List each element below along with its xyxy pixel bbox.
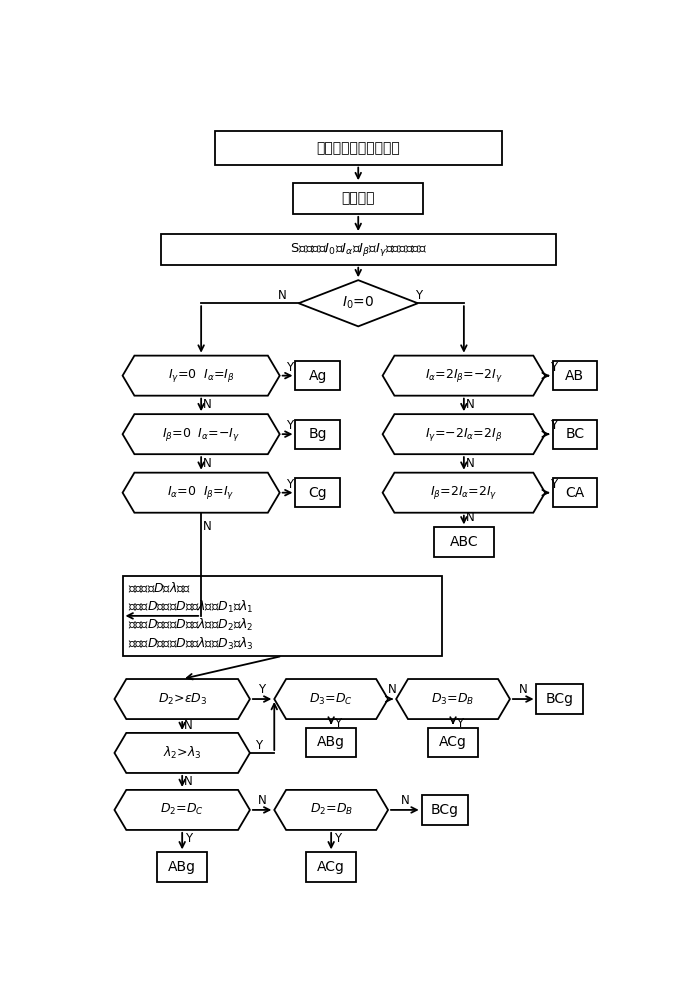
- Text: S变换提取$I_0$、$I_\alpha$、$I_\beta$、$I_\gamma$的模相量特征: S变换提取$I_0$、$I_\alpha$、$I_\beta$、$I_\gamm…: [289, 241, 427, 258]
- Bar: [215, 131, 502, 165]
- Text: N: N: [466, 457, 475, 470]
- Text: AB: AB: [565, 369, 584, 383]
- Text: Y: Y: [259, 683, 266, 696]
- Bar: [122, 576, 442, 656]
- Bar: [157, 852, 207, 882]
- Text: Y: Y: [286, 361, 293, 374]
- Polygon shape: [122, 414, 280, 454]
- Text: $D_2$=$D_B$: $D_2$=$D_B$: [310, 802, 353, 817]
- Text: Y: Y: [415, 289, 422, 302]
- Text: Y: Y: [185, 832, 192, 845]
- Bar: [306, 728, 356, 757]
- Text: ACg: ACg: [439, 735, 467, 749]
- Polygon shape: [122, 356, 280, 396]
- Text: $I_\gamma$=0  $I_\alpha$=$I_\beta$: $I_\gamma$=0 $I_\alpha$=$I_\beta$: [168, 367, 235, 384]
- Polygon shape: [382, 356, 545, 396]
- Text: Y: Y: [334, 832, 341, 845]
- Text: $D_3$=$D_B$: $D_3$=$D_B$: [431, 691, 475, 707]
- Text: N: N: [278, 289, 287, 302]
- Text: $I_\beta$=2$I_\alpha$=2$I_\gamma$: $I_\beta$=2$I_\alpha$=2$I_\gamma$: [430, 484, 498, 501]
- Text: N: N: [258, 794, 266, 807]
- Bar: [296, 361, 340, 390]
- Text: N: N: [388, 683, 396, 696]
- Text: N: N: [466, 511, 475, 524]
- Polygon shape: [115, 679, 250, 719]
- Text: 输入三相故障电流分量: 输入三相故障电流分量: [317, 141, 400, 155]
- Text: BCg: BCg: [431, 803, 459, 817]
- Polygon shape: [274, 790, 388, 830]
- Text: 计算三相$D$和$\lambda$值，: 计算三相$D$和$\lambda$值，: [128, 581, 192, 595]
- Text: Y: Y: [334, 717, 341, 730]
- Bar: [553, 478, 597, 507]
- Bar: [428, 728, 478, 757]
- Text: 取最大$D$值相的$D$值和$\lambda$值为$D_1$、$\lambda_1$: 取最大$D$值相的$D$值和$\lambda$值为$D_1$、$\lambda_…: [128, 599, 254, 615]
- Text: BC: BC: [565, 427, 584, 441]
- Bar: [296, 420, 340, 449]
- Bar: [296, 478, 340, 507]
- Text: Bg: Bg: [308, 427, 327, 441]
- Text: N: N: [519, 683, 528, 696]
- Bar: [421, 795, 468, 825]
- Polygon shape: [382, 473, 545, 513]
- Text: 取中间$D$值相的$D$值和$\lambda$值为$D_2$、$\lambda_2$: 取中间$D$值相的$D$值和$\lambda$值为$D_2$、$\lambda_…: [128, 617, 253, 633]
- Text: CA: CA: [565, 486, 584, 500]
- Text: $I_\alpha$=0  $I_\beta$=$I_\gamma$: $I_\alpha$=0 $I_\beta$=$I_\gamma$: [167, 484, 235, 501]
- Text: BCg: BCg: [546, 692, 574, 706]
- Text: N: N: [466, 398, 475, 411]
- Text: N: N: [401, 794, 409, 807]
- Polygon shape: [274, 679, 388, 719]
- Bar: [434, 527, 493, 557]
- Bar: [536, 684, 583, 714]
- Text: N: N: [203, 398, 212, 411]
- Polygon shape: [298, 280, 418, 326]
- Text: $D_2$>$\varepsilon$$D_3$: $D_2$>$\varepsilon$$D_3$: [157, 691, 207, 707]
- Polygon shape: [115, 790, 250, 830]
- Text: ACg: ACg: [317, 860, 345, 874]
- Text: Y: Y: [549, 361, 557, 374]
- Text: 相模变换: 相模变换: [342, 192, 375, 206]
- Bar: [553, 420, 597, 449]
- Text: Cg: Cg: [308, 486, 327, 500]
- Text: N: N: [185, 719, 193, 732]
- Bar: [306, 852, 356, 882]
- Bar: [161, 234, 556, 265]
- Text: $I_\alpha$=2$I_\beta$=$-2I_\gamma$: $I_\alpha$=2$I_\beta$=$-2I_\gamma$: [425, 367, 503, 384]
- Text: Y: Y: [456, 717, 463, 730]
- Text: N: N: [203, 520, 212, 533]
- Text: ABg: ABg: [317, 735, 345, 749]
- Text: Y: Y: [286, 419, 293, 432]
- Polygon shape: [115, 733, 250, 773]
- Bar: [553, 361, 597, 390]
- Bar: [294, 183, 424, 214]
- Text: Y: Y: [255, 739, 262, 752]
- Text: 取最小$D$值相的$D$值和$\lambda$值为$D_3$、$\lambda_3$: 取最小$D$值相的$D$值和$\lambda$值为$D_3$、$\lambda_…: [128, 636, 254, 652]
- Text: $I_\gamma$=$-2I_\alpha$=2$I_\beta$: $I_\gamma$=$-2I_\alpha$=2$I_\beta$: [425, 426, 503, 443]
- Text: N: N: [203, 457, 212, 470]
- Text: ABC: ABC: [449, 535, 478, 549]
- Polygon shape: [382, 414, 545, 454]
- Text: $I_\beta$=0  $I_\alpha$=$-I_\gamma$: $I_\beta$=0 $I_\alpha$=$-I_\gamma$: [162, 426, 240, 443]
- Text: ABg: ABg: [168, 860, 196, 874]
- Text: $D_2$=$D_C$: $D_2$=$D_C$: [160, 802, 204, 817]
- Text: $I_0$=0: $I_0$=0: [343, 295, 374, 311]
- Text: $D_3$=$D_C$: $D_3$=$D_C$: [309, 691, 353, 707]
- Text: Y: Y: [549, 478, 557, 491]
- Text: Y: Y: [286, 478, 293, 491]
- Text: N: N: [185, 775, 193, 788]
- Text: Y: Y: [549, 419, 557, 432]
- Polygon shape: [396, 679, 510, 719]
- Text: Ag: Ag: [308, 369, 327, 383]
- Polygon shape: [122, 473, 280, 513]
- Text: $\lambda_2$>$\lambda_3$: $\lambda_2$>$\lambda_3$: [163, 745, 201, 761]
